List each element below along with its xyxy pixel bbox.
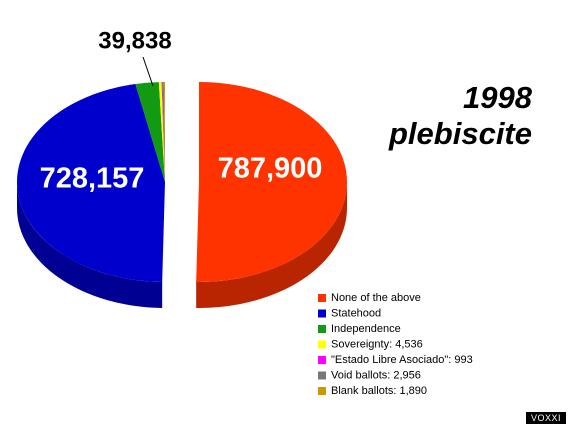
legend-label: Independence [331,323,401,335]
legend-label: "Estado Libre Asociado": 993 [331,354,473,366]
legend-swatch [318,371,326,380]
slice-side [17,182,163,308]
pie-slice [17,84,166,282]
legend-label: Sovereignty: 4,536 [331,338,423,350]
legend-swatch [318,294,326,302]
pie-slice [161,82,165,182]
pie-slice [158,82,165,182]
data-label: 728,157 [40,163,145,195]
pie-slice [162,82,165,182]
pie-slice [163,82,165,182]
legend-swatch [318,340,326,349]
pie-slice [196,82,348,282]
slice-side [196,182,348,308]
legend-swatch [318,387,326,395]
pie-slice [135,82,165,182]
legend-label: Void ballots: 2,956 [331,369,421,381]
legend-label: Blank ballots: 1,890 [331,385,427,397]
legend-label: Statehood [331,307,381,319]
leader-line [142,56,154,87]
legend-label: None of the above [331,292,421,304]
chart-title: 1998 plebiscite [389,80,532,151]
watermark: VOXXI [525,412,566,424]
data-label: 787,900 [218,153,323,185]
legend-swatch [318,309,326,318]
data-label: 39,838 [98,27,171,54]
legend-swatch [318,325,326,333]
legend-swatch [318,356,326,364]
